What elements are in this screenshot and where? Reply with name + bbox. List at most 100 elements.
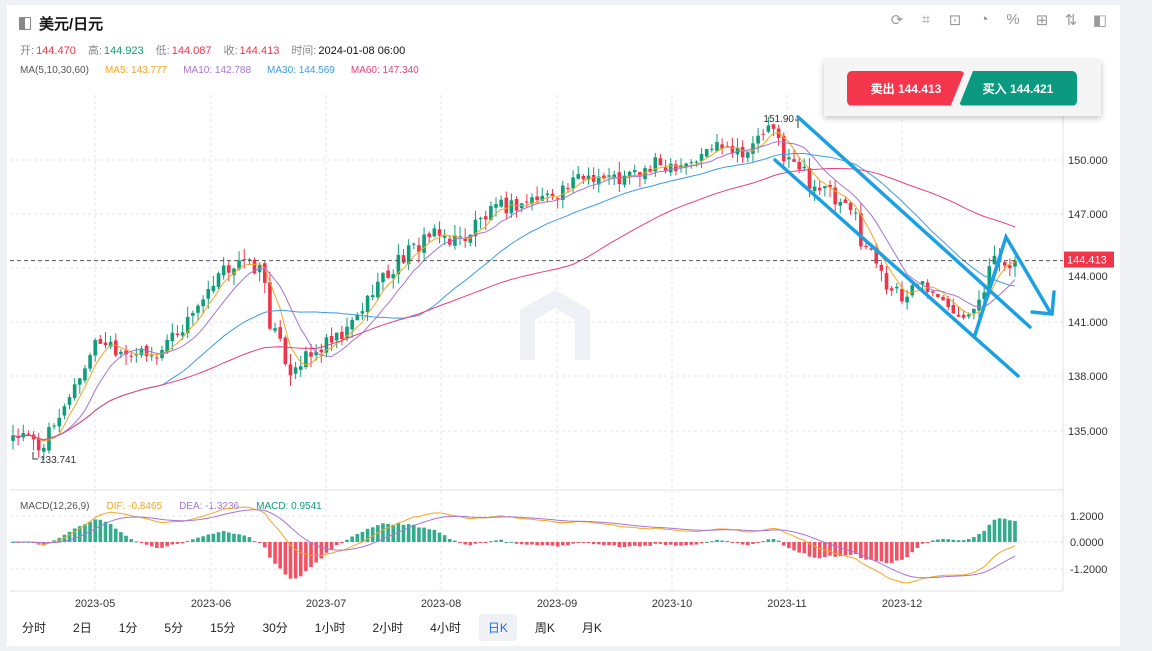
candle <box>165 334 169 355</box>
candle-body <box>607 175 611 177</box>
tab-timeframe[interactable]: 2小时 <box>372 621 404 635</box>
tab-timeframe-active[interactable]: 日K <box>478 614 517 641</box>
candle-body <box>314 351 318 356</box>
draw-icon[interactable]: ⌗ <box>921 11 931 28</box>
dea-line <box>12 509 1016 579</box>
macd-bar <box>62 534 67 542</box>
sell-button[interactable]: 卖出 144.413 <box>847 70 965 106</box>
candle <box>62 403 67 420</box>
tab-timeframe[interactable]: 15分 <box>210 621 236 635</box>
percent-icon[interactable]: % <box>1006 11 1020 28</box>
candle-body <box>478 217 483 220</box>
candle-body <box>334 332 339 341</box>
candle <box>545 190 550 203</box>
candle-body <box>67 397 72 405</box>
candle <box>293 361 298 380</box>
candle-body <box>668 163 673 173</box>
tab-timeframe[interactable]: 2日 <box>73 621 92 635</box>
timeframe-bar: 分时 2日 1分 5分 15分 30分 1小时 2小时 4小时 日K 周K 月K <box>13 614 620 641</box>
sidebar-icon[interactable]: ◧ <box>1092 12 1108 29</box>
candle <box>607 167 611 185</box>
sidebar-toggle-icon[interactable] <box>19 17 31 30</box>
candle-body <box>458 236 462 238</box>
macd-bar <box>751 542 755 544</box>
candle-body <box>951 304 956 314</box>
candle-body <box>93 339 98 356</box>
candle <box>874 242 879 268</box>
ma60-line <box>12 168 1016 441</box>
candle-body <box>710 148 714 150</box>
sort-icon[interactable]: ⇅ <box>1064 12 1078 29</box>
grid-icon[interactable]: ⊞ <box>1035 12 1049 29</box>
macd-bar <box>376 525 380 542</box>
macd-bar <box>309 542 313 568</box>
candle-body <box>838 202 843 206</box>
candle-body <box>216 273 221 288</box>
macd-bar <box>273 542 277 564</box>
macd-bar <box>52 540 56 542</box>
x-tick-label: 2023-07 <box>306 598 346 610</box>
candle <box>550 189 555 200</box>
macd-bar <box>879 542 884 562</box>
candle <box>268 271 272 331</box>
macd-bar <box>972 537 976 542</box>
tab-timeframe[interactable]: 5分 <box>164 621 184 635</box>
candle-body <box>720 144 724 149</box>
tab-timeframe[interactable]: 1分 <box>118 621 138 635</box>
pie-chart-icon[interactable]: ◔ <box>979 11 989 28</box>
macd-bar <box>221 530 226 542</box>
macd-bar <box>134 541 139 543</box>
candle-body <box>309 352 313 357</box>
macd-bar <box>401 524 406 542</box>
tab-timeframe[interactable]: 1小时 <box>314 621 346 635</box>
macd-bar <box>489 541 493 543</box>
macd-bar <box>319 542 324 559</box>
tab-timeframe[interactable]: 分时 <box>22 621 47 635</box>
refresh-icon[interactable]: ⟳ <box>890 12 904 29</box>
candle <box>57 408 62 433</box>
candle-body <box>355 314 360 321</box>
candle-body <box>674 164 678 172</box>
candle <box>566 183 570 193</box>
candle <box>201 295 205 315</box>
candle <box>776 124 781 146</box>
tab-timeframe[interactable]: 周K <box>534 621 555 635</box>
candle-body <box>52 425 56 427</box>
candle-body <box>26 433 31 435</box>
macd-bar <box>540 542 545 546</box>
candle-body <box>746 152 750 158</box>
tab-timeframe[interactable]: 4小时 <box>430 621 461 635</box>
candle <box>427 231 432 244</box>
tab-timeframe[interactable]: 月K <box>581 621 602 635</box>
candle-body <box>925 282 930 292</box>
macd-bar <box>817 542 822 559</box>
macd-bar <box>278 542 282 569</box>
candle <box>689 159 694 169</box>
candle-body <box>566 188 570 190</box>
candle <box>715 133 719 153</box>
candle-body <box>879 264 884 271</box>
candle-body <box>119 351 123 355</box>
candle-body <box>530 197 534 204</box>
candle <box>473 210 478 247</box>
macd-bar <box>627 542 632 547</box>
macd-bar <box>129 539 133 542</box>
tab-timeframe[interactable]: 30分 <box>262 621 288 635</box>
candle <box>859 202 863 250</box>
macd-bar <box>555 542 560 547</box>
buy-button[interactable]: 买入 144.421 <box>959 70 1077 106</box>
macd-bar <box>730 542 735 543</box>
candle <box>191 310 195 326</box>
candle-body <box>504 197 509 214</box>
candle-body <box>396 254 401 275</box>
y-tick-label: 144.000 <box>1068 271 1108 283</box>
macd-bar <box>679 542 683 546</box>
candle-body <box>895 286 899 289</box>
candle <box>31 431 36 451</box>
candle <box>519 203 524 213</box>
macd-bar <box>191 539 195 542</box>
macd-bar <box>859 542 863 559</box>
indicator-icon[interactable]: ⊡ <box>948 12 962 29</box>
candle <box>596 168 601 193</box>
